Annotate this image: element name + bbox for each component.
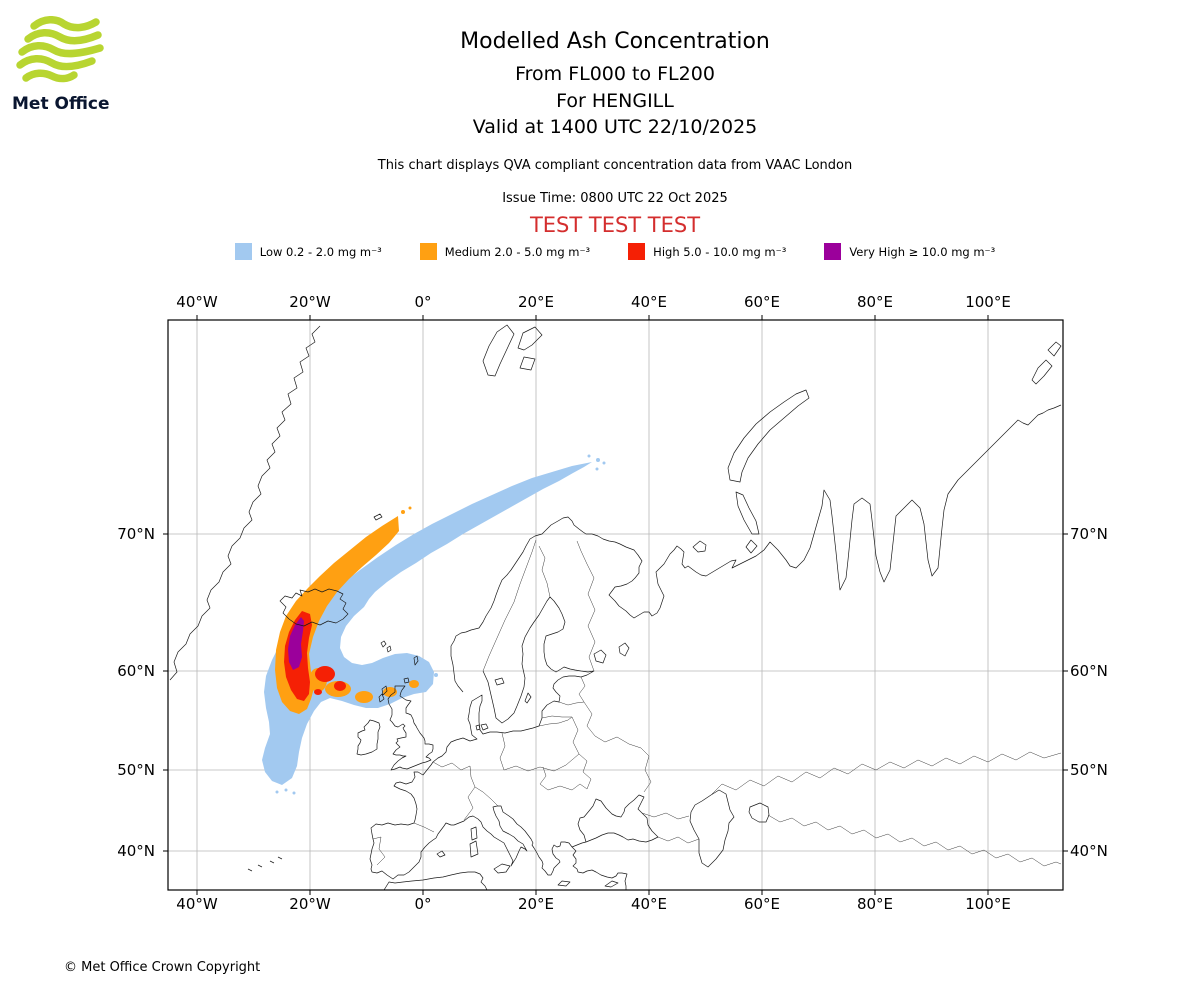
lon-label-top-0: 0°	[414, 293, 432, 311]
lon-label-top-20w: 20°W	[289, 293, 331, 311]
legend-label-medium: Medium 2.0 - 5.0 mg m⁻³	[444, 244, 591, 259]
legend-swatch-low-icon	[234, 243, 252, 260]
coast-novaya-zemlya	[692, 389, 810, 554]
coast-jan-mayen	[373, 513, 383, 521]
lon-label-top-20e: 20°E	[517, 293, 555, 311]
coast-great-britain	[387, 685, 434, 771]
lon-label-bottom-100e: 100°E	[965, 895, 1011, 913]
coast-iceland	[279, 588, 349, 627]
lat-label-right-60n: 60°N	[1070, 662, 1108, 680]
coast-norway-arctic-russia	[450, 404, 1062, 693]
coast-baltic-europe-med	[369, 596, 595, 880]
subtitle-flight-levels: From FL000 to FL200	[515, 63, 715, 85]
issue-time: Issue Time: 0800 UTC 22 Oct 2025	[502, 191, 728, 206]
coast-ireland	[356, 719, 381, 756]
lat-label-right-40n: 40°N	[1070, 842, 1108, 860]
legend-item-high: High 5.0 - 10.0 mg m⁻³	[628, 243, 786, 260]
lon-label-bottom-40e: 40°E	[630, 895, 668, 913]
ash-plume	[262, 454, 606, 795]
coastlines	[169, 324, 1062, 891]
coast-scottish-isles	[378, 655, 419, 703]
logo-waves	[16, 16, 104, 83]
coast-faroes	[380, 640, 392, 653]
legend-label-low: Low 0.2 - 2.0 mg m⁻³	[259, 244, 382, 259]
grid-lines	[168, 320, 1063, 890]
lon-label-bottom-0: 0°	[414, 895, 432, 913]
coast-aral-sea	[748, 802, 770, 823]
lon-label-bottom-20e: 20°E	[517, 895, 555, 913]
lon-label-bottom-40w: 40°W	[176, 895, 218, 913]
coast-danish-isles	[475, 723, 489, 731]
lat-label-right-50n: 50°N	[1070, 761, 1108, 779]
legend-swatch-very-high-icon	[824, 243, 842, 260]
legend-swatch-medium-icon	[419, 243, 437, 260]
page-title: Modelled Ash Concentration	[460, 29, 770, 54]
coast-greenland	[169, 325, 321, 681]
test-banner: TEST TEST TEST	[529, 213, 701, 237]
coast-black-sea	[571, 794, 659, 848]
lon-label-bottom-60e: 60°E	[743, 895, 781, 913]
lon-label-bottom-20w: 20°W	[289, 895, 331, 913]
map	[163, 315, 1068, 895]
logo-waves-graphic	[16, 16, 104, 83]
subtitle-valid-time: Valid at 1400 UTC 22/10/2025	[472, 116, 758, 138]
lat-label-left-70n: 70°N	[117, 525, 155, 543]
lon-label-top-60e: 60°E	[743, 293, 781, 311]
lon-label-top-80e: 80°E	[856, 293, 894, 311]
met-office-logo: Met Office	[12, 16, 122, 114]
lat-label-right-70n: 70°N	[1070, 525, 1108, 543]
copyright: © Met Office Crown Copyright	[64, 960, 261, 975]
coast-lakes	[494, 642, 630, 686]
coast-arctic-islands	[1031, 341, 1062, 385]
lon-label-bottom-80e: 80°E	[856, 895, 894, 913]
coast-caspian-sea	[689, 789, 735, 868]
subtitle-volcano: For HENGILL	[556, 90, 674, 112]
country-borders	[372, 539, 1062, 867]
axis-ticks	[163, 315, 1068, 895]
legend-label-high: High 5.0 - 10.0 mg m⁻³	[653, 244, 787, 259]
lon-label-top-100e: 100°E	[965, 293, 1011, 311]
lat-label-left-60n: 60°N	[117, 662, 155, 680]
legend-item-very-high: Very High ≥ 10.0 mg m⁻³	[824, 243, 995, 260]
ash-contour-very-high	[288, 617, 304, 670]
lat-label-left-40n: 40°N	[117, 842, 155, 860]
coast-azores	[247, 856, 283, 872]
coast-north-africa	[383, 871, 488, 891]
lon-label-top-40e: 40°E	[630, 293, 668, 311]
map-frame	[167, 319, 1064, 891]
legend-item-medium: Medium 2.0 - 5.0 mg m⁻³	[419, 243, 591, 260]
qva-note: This chart displays QVA compliant concen…	[377, 158, 853, 173]
legend-item-low: Low 0.2 - 2.0 mg m⁻³	[234, 243, 382, 260]
lat-label-left-50n: 50°N	[117, 761, 155, 779]
coast-med-islands	[436, 692, 619, 888]
legend-label-very-high: Very High ≥ 10.0 mg m⁻³	[849, 244, 996, 259]
lon-label-top-40w: 40°W	[176, 293, 218, 311]
legend-swatch-high-icon	[628, 243, 646, 260]
legend: Low 0.2 - 2.0 mg m⁻³ Medium 2.0 - 5.0 mg…	[15, 243, 1200, 260]
ash-contour-low	[262, 454, 606, 795]
logo-wordmark: Met Office	[12, 94, 110, 114]
coast-svalbard	[482, 324, 543, 377]
coast-turkey-levant	[571, 846, 628, 890]
